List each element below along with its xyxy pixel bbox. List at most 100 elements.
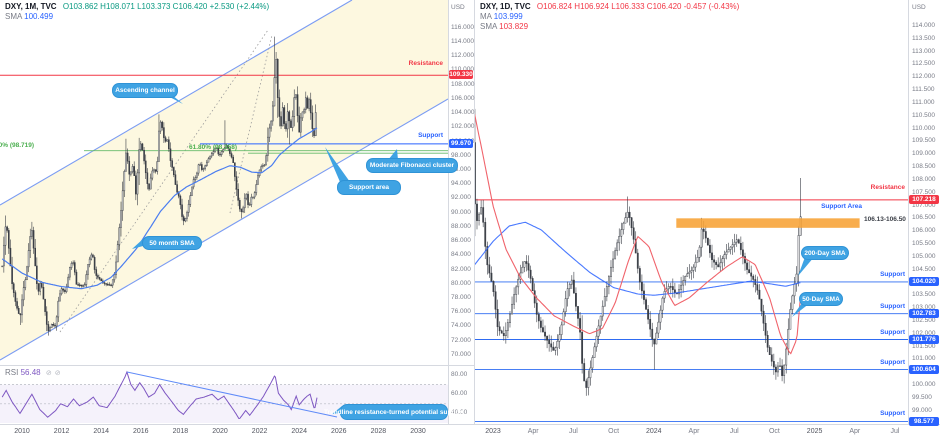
rsi-hide-icon[interactable]: ⊘ <box>45 370 52 377</box>
rsi-value: 56.48 <box>20 368 41 377</box>
rsi-trendline[interactable] <box>126 371 338 418</box>
right-price-pane[interactable] <box>470 7 908 423</box>
left-price-tick: 104.000 <box>451 109 475 117</box>
right-price-badge: 101.776 <box>909 334 939 344</box>
left-price-tick: 76.000 <box>451 308 471 316</box>
right-price-badge: 107.218 <box>909 194 939 204</box>
right-price-badge: 104.020 <box>909 276 939 286</box>
left-price-pane[interactable] <box>0 0 448 361</box>
support-label: Support <box>880 410 905 417</box>
left-price-badge: 99.670 <box>449 138 473 148</box>
left-price-tick: 74.000 <box>451 322 471 330</box>
right-price-tick: 101.500 <box>912 342 936 350</box>
left-time-tick: 2030 <box>410 428 426 435</box>
dotted-trendline-2[interactable] <box>229 34 273 214</box>
right-price-tick: 103.000 <box>912 304 936 312</box>
moderate-fibonacci-cluster-callout[interactable]: Moderate Fibonacci cluster <box>366 158 458 173</box>
right-time-axis[interactable]: 2023 Apr Jul Oct 2024 Apr Jul Oct 2025 Apr Jul <box>474 426 908 438</box>
right-plot-axis-divider <box>908 0 909 424</box>
fifty-day-sma-line[interactable] <box>471 95 801 355</box>
right-price-tick: 110.000 <box>912 124 936 132</box>
right-price-tick: 111.000 <box>912 98 935 106</box>
left-ohlc-values: O103.862 H108.071 L103.373 C106.420 +2.5… <box>62 2 270 11</box>
right-time-tick: Apr <box>527 428 539 435</box>
ascending-channel-callout[interactable]: Ascending channel <box>112 83 178 98</box>
left-time-tick: 2012 <box>53 428 70 435</box>
left-sma-legend[interactable]: SMA 100.499 <box>5 12 53 21</box>
left-price-tick: 94.000 <box>451 180 471 188</box>
fifty-month-sma-line[interactable] <box>1 127 318 290</box>
right-price-tick: 99.000 <box>912 406 932 414</box>
right-ohlc-values: O106.824 H106.924 L106.333 C106.420 -0.4… <box>536 2 740 11</box>
left-chart-legend[interactable]: DXY, 1M, TVC O103.862 H108.071 L103.373 … <box>5 2 269 11</box>
right-symbol-title: DXY, 1D, TVC <box>480 2 531 11</box>
right-ma-value: 103.999 <box>493 12 523 21</box>
support-label: Support <box>880 303 905 310</box>
right-candlestick-series <box>474 108 802 396</box>
right-time-tick: Apr <box>688 428 700 435</box>
right-price-tick: 111.500 <box>912 86 935 94</box>
dotted-trendline-1[interactable] <box>59 29 269 333</box>
ascending-channel-fill <box>0 0 448 360</box>
right-ma-legend[interactable]: MA 103.999 <box>480 12 523 21</box>
trendline-support-callout-tail <box>332 406 342 414</box>
left-sma-value: 100.499 <box>24 12 54 21</box>
price-rsi-divider[interactable] <box>0 365 474 366</box>
support-area-callout[interactable]: Support area <box>337 180 401 195</box>
support-label: Support <box>880 359 905 366</box>
left-price-tick: 90.000 <box>451 208 471 216</box>
left-price-tick: 96.000 <box>451 165 471 173</box>
left-price-tick: 82.000 <box>451 265 471 273</box>
left-time-tick: 2018 <box>172 428 189 435</box>
right-price-tick: 102.500 <box>912 316 936 324</box>
right-price-tick: 108.000 <box>912 175 936 183</box>
right-price-tick: 102.000 <box>912 329 936 337</box>
right-time-tick: Apr <box>849 428 861 435</box>
right-price-tick: 112.500 <box>912 60 936 68</box>
channel-upper-line[interactable] <box>0 0 353 206</box>
rsi-settings-icon[interactable]: ⊘ <box>54 370 61 377</box>
right-price-tick: 108.500 <box>912 163 936 171</box>
left-price-tick: 112.000 <box>451 52 475 60</box>
fifty-day-sma-callout[interactable]: 50-Day SMA <box>799 292 843 306</box>
right-sma-value: 103.829 <box>499 22 529 31</box>
right-price-tick: 99.500 <box>912 393 932 401</box>
106.13-106.50-label: 106.13-106.50 <box>864 216 906 223</box>
right-price-tick: 109.500 <box>912 137 936 145</box>
left-price-badge: 109.330 <box>449 70 473 80</box>
right-sma-label: SMA <box>480 22 497 31</box>
left-sma-label: SMA <box>5 12 22 21</box>
right-price-tick: 113.000 <box>912 47 936 55</box>
two-hundred-day-sma-callout[interactable]: 200-Day SMA <box>801 246 849 260</box>
left-price-tick: 80.000 <box>451 279 471 287</box>
left-candlestick-series <box>1 36 317 336</box>
right-time-tick: 2024 <box>646 428 662 435</box>
support-area-label: Support Area <box>821 203 862 210</box>
right-chart-legend[interactable]: DXY, 1D, TVC O106.824 H106.924 L106.333 … <box>480 2 739 11</box>
left-time-tick: 2020 <box>212 428 228 435</box>
right-price-badge: 100.604 <box>909 364 939 374</box>
left-price-axis[interactable]: USD 116.000114.000112.000110.000108.0001… <box>449 0 475 438</box>
left-price-tick: 106.000 <box>451 94 475 102</box>
trendline-support-callout[interactable]: Trendline resistance-turned potential su… <box>324 404 464 420</box>
rsi-line <box>1 370 318 420</box>
right-sma-legend[interactable]: SMA 103.829 <box>480 22 528 31</box>
left-price-tick: 86.000 <box>451 237 471 245</box>
right-price-axis[interactable]: USD 114.000 113.500 113.000 112.500 112.000 1… <box>909 0 940 438</box>
left-time-tick: 2028 <box>370 428 387 435</box>
two-hundred-day-sma-callout-tail <box>798 257 814 276</box>
support-area-zone[interactable] <box>676 218 860 228</box>
left-price-tick: 110.000 <box>451 66 474 73</box>
left-time-axis[interactable]: 2010 2012 2014 2016 2018 2020 2022 2024 2026 2028… <box>0 426 474 438</box>
left-price-tick: 70.000 <box>451 350 471 358</box>
38.20-98.719--label: 38.20% (98.719) <box>0 142 35 149</box>
right-price-tick: 104.500 <box>912 265 936 273</box>
rsi-legend[interactable]: RSI 56.48 ⊘ ⊘ <box>5 368 61 377</box>
fifty-month-sma-callout[interactable]: 50 month SMA <box>142 236 202 250</box>
channel-lower-line[interactable] <box>0 98 448 361</box>
two-hundred-day-sma-line[interactable] <box>471 221 801 296</box>
rsi-tick: 60.00 <box>451 390 468 398</box>
support-area-callout-tail <box>325 147 350 182</box>
right-price-tick: 110.500 <box>912 111 936 119</box>
